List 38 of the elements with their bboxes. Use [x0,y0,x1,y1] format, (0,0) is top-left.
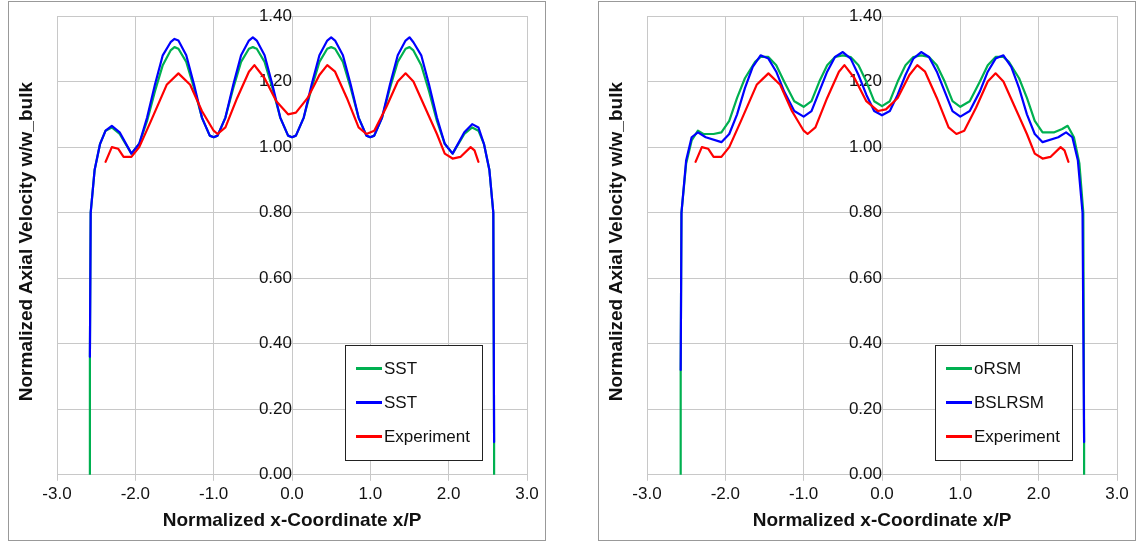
y-tick-label: 0.00 [258,464,292,484]
y-tick-label: 0.20 [848,398,882,418]
x-tick-label: 0.0 [280,483,304,503]
x-tick-label: -2.0 [120,483,150,503]
x-tick-label: -1.0 [199,483,229,503]
y-tick-label: 0.00 [848,464,882,484]
x-tick-label: 1.0 [948,483,973,503]
y-tick-label: 1.40 [848,5,882,25]
legend-label: SST [384,392,418,413]
x-tick-label: -1.0 [789,483,819,503]
y-axis-title: Normalized Axial Velocity w/w_bulk [605,82,627,402]
legend-label: oRSM [974,358,1022,379]
y-axis-title: Normalized Axial Velocity w/w_bulk [15,82,37,402]
x-axis-title: Normalized x-Coordinate x/P [162,508,422,530]
y-tick-label: 0.60 [848,267,882,287]
y-tick-label: 1.40 [258,5,292,25]
x-tick-label: 2.0 [1026,483,1051,503]
y-tick-label: 0.40 [848,333,882,353]
x-tick-label: -3.0 [632,483,662,503]
legend-label: Experiment [384,426,470,447]
y-tick-label: 1.00 [258,136,292,156]
y-tick-label: 0.60 [258,267,292,287]
x-axis-title: Normalized x-Coordinate x/P [752,508,1012,530]
legend-label: BSLRSM [974,392,1044,413]
legend-label: Experiment [974,426,1060,447]
x-tick-label: -2.0 [710,483,740,503]
x-tick-label: 2.0 [436,483,461,503]
x-tick-label: 3.0 [515,483,539,503]
y-tick-label: 1.00 [848,136,882,156]
y-tick-label: 0.20 [258,398,292,418]
x-tick-label: 0.0 [870,483,894,503]
x-tick-label: 3.0 [1105,483,1129,503]
legend-label: SST [384,358,418,379]
y-tick-label: 0.40 [258,333,292,353]
x-tick-label: -3.0 [42,483,72,503]
x-tick-label: 1.0 [358,483,383,503]
y-tick-label: 0.80 [258,202,292,222]
y-tick-label: 0.80 [848,202,882,222]
